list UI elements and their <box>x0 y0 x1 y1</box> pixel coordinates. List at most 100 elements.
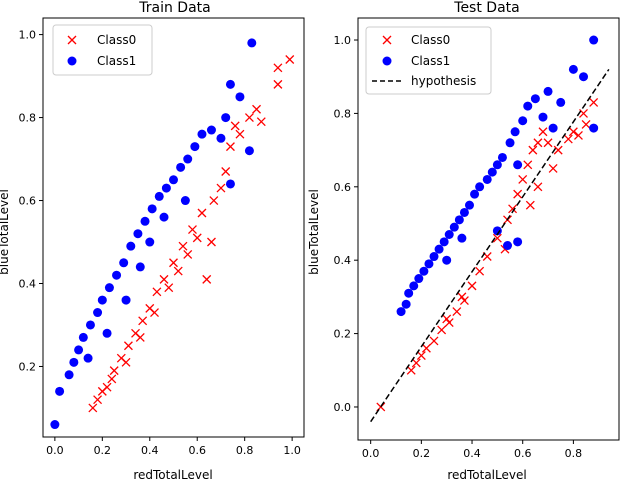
legend-label-class1: Class1 <box>97 54 136 68</box>
class0-point <box>244 113 254 123</box>
class0-point <box>178 241 188 251</box>
class1-point <box>244 146 254 156</box>
class1-point <box>589 35 599 45</box>
class0-point <box>230 121 240 131</box>
class1-point <box>161 183 171 193</box>
class1-point <box>439 237 449 247</box>
class1-point <box>104 283 114 293</box>
y-axis-ticks: 0.2 0.4 0.6 0.8 1.0 <box>19 29 43 373</box>
class1-point <box>510 127 520 137</box>
class0-point <box>411 358 421 368</box>
class1-point <box>492 226 502 236</box>
class0-point <box>589 97 599 107</box>
class1-point <box>475 182 485 192</box>
class0-point <box>121 357 131 367</box>
x-axis-label: redTotalLevel <box>133 468 212 480</box>
class1-point <box>543 86 553 96</box>
class0-point <box>123 341 133 351</box>
x-tick-label: 0.6 <box>514 447 532 460</box>
class1-point <box>64 370 74 380</box>
y-axis-ticks: 0.0 0.2 0.4 0.6 0.8 1.0 <box>334 34 358 414</box>
class1-point <box>457 233 467 243</box>
x-tick-label: 0.8 <box>565 447 583 460</box>
x-axis-ticks: 0.0 0.2 0.4 0.6 0.8 <box>362 440 582 460</box>
y-tick-label: 0.6 <box>334 181 352 194</box>
class0-point <box>579 108 588 118</box>
class0-point <box>209 196 219 205</box>
plot-frame <box>42 17 305 438</box>
class1-point <box>482 174 492 184</box>
class1-point <box>85 320 95 330</box>
class0-point <box>563 134 573 144</box>
class1-point <box>216 133 226 143</box>
class1-point <box>133 229 143 239</box>
class0-point <box>285 55 295 64</box>
class0-point <box>197 208 207 218</box>
y-tick-label: 0.0 <box>334 401 352 414</box>
class1-point <box>487 167 497 177</box>
class0-point <box>452 307 462 317</box>
class1-point <box>221 113 231 123</box>
class0-point <box>152 287 162 297</box>
class1-point <box>444 230 454 240</box>
class0-point <box>416 351 426 361</box>
class0-point <box>568 127 578 137</box>
class1-point <box>538 112 548 122</box>
class1-point <box>513 237 523 247</box>
chart-title: Test Data <box>453 0 519 16</box>
class0-point <box>256 117 266 127</box>
class1-point <box>530 94 540 104</box>
class0-point <box>109 366 119 376</box>
legend: Class0 Class1 <box>52 24 153 76</box>
class1-point <box>225 79 235 89</box>
class0-point <box>442 314 452 324</box>
class0-point <box>225 142 235 152</box>
class1-point <box>69 357 79 367</box>
class0-point <box>437 325 447 335</box>
class0-point <box>169 258 178 268</box>
class0-point <box>221 167 231 176</box>
class1-point <box>454 215 464 225</box>
x-axis-ticks: 0.0 0.2 0.4 0.6 0.8 1.0 <box>46 437 301 457</box>
class1-point <box>492 160 502 170</box>
scatter-marks <box>370 35 610 423</box>
class1-point <box>176 162 186 172</box>
class1-point <box>396 307 406 317</box>
x-tick-label: 0.6 <box>188 444 206 457</box>
plot-frame <box>357 17 620 441</box>
x-tick-label: 0.2 <box>413 447 431 460</box>
x-tick-label: 1.0 <box>283 444 301 457</box>
class0-point <box>150 308 159 318</box>
class0-point <box>548 163 558 173</box>
class0-point <box>533 182 543 192</box>
class1-point <box>459 207 469 217</box>
class0-point <box>573 130 583 140</box>
y-tick-label: 0.2 <box>334 328 352 341</box>
class0-point <box>528 145 538 155</box>
class0-point <box>457 292 467 302</box>
legend-marker-class1 <box>382 56 392 66</box>
legend-marker-class0 <box>382 35 392 45</box>
class0-point <box>93 395 103 405</box>
x-tick-label: 0.8 <box>236 444 254 457</box>
class1-point <box>434 244 444 254</box>
class0-point <box>553 145 563 155</box>
class1-point <box>55 386 65 396</box>
class1-point <box>589 123 599 133</box>
hypothesis-line <box>370 68 610 423</box>
class0-point <box>188 225 197 235</box>
legend-label-hypothesis: hypothesis <box>411 74 476 88</box>
legend-label-class0: Class0 <box>97 33 136 47</box>
class0-point <box>581 119 591 129</box>
y-tick-label: 0.4 <box>334 254 352 267</box>
class1-point <box>190 142 200 152</box>
class1-point <box>429 252 439 262</box>
class1-point <box>414 274 424 284</box>
class1-point <box>126 241 136 251</box>
class0-point <box>475 266 485 276</box>
class1-point <box>247 38 257 48</box>
class1-point <box>50 420 60 430</box>
class1-point <box>518 116 528 126</box>
scatter-marks <box>50 38 295 430</box>
class1-point <box>513 160 523 170</box>
